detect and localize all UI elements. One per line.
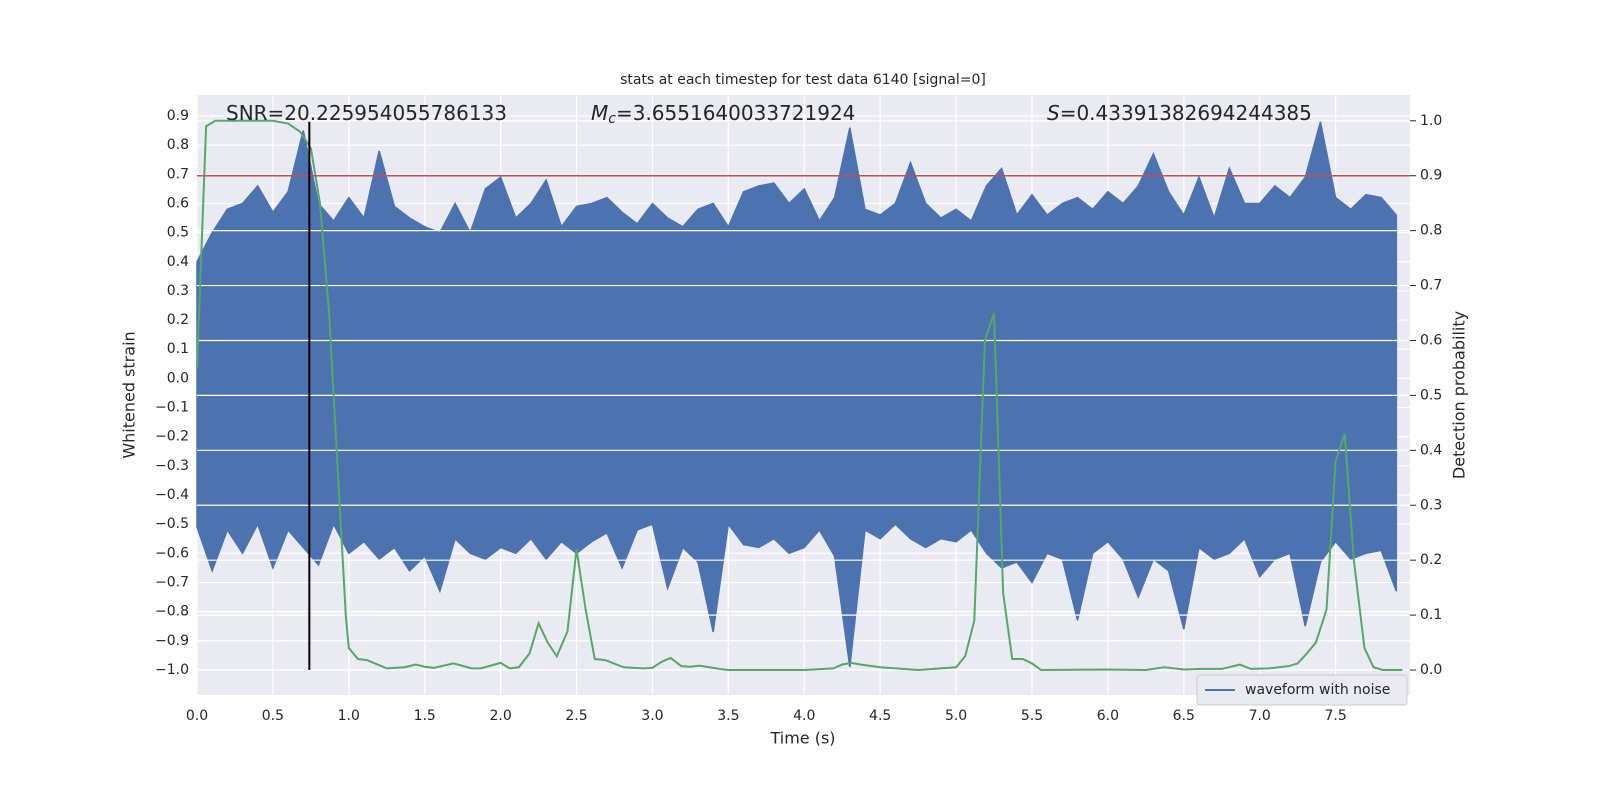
chart-title: stats at each timestep for test data 614…	[620, 72, 986, 88]
x-tick-label: 2.5	[565, 708, 587, 724]
y2-axis-label: Detection probability	[1450, 311, 1469, 479]
y2-tick-label: 0.1	[1420, 607, 1442, 623]
x-tick-label: 3.5	[717, 708, 739, 724]
y-tick-label: −0.8	[155, 604, 189, 620]
x-tick-label: 0.0	[186, 708, 208, 724]
x-tick-label: 6.0	[1097, 708, 1119, 724]
y-tick-label: −1.0	[155, 662, 189, 678]
x-axis-label: Time (s)	[769, 729, 835, 748]
y-tick-label: −0.9	[155, 633, 189, 649]
y-axis-label: Whitened strain	[120, 331, 139, 458]
y2-tick-label: 0.0	[1420, 662, 1442, 678]
annotation-subscript: c	[608, 111, 616, 127]
y2-tick-label: 0.4	[1420, 442, 1442, 458]
x-tick-label: 2.0	[489, 708, 511, 724]
y2-tick-label: 1.0	[1420, 113, 1442, 129]
x-tick-label: 6.5	[1173, 708, 1195, 724]
annotation: SNR=20.225954055786133	[226, 101, 507, 125]
y2-tick-label: 0.9	[1420, 168, 1442, 184]
annotation: S=0.43391382694244385	[1047, 101, 1312, 125]
y-tick-label: −0.4	[155, 487, 189, 503]
y-tick-label: 0.3	[167, 283, 189, 299]
annotation-text: =3.6551640033721924	[616, 101, 855, 125]
annotation-symbol: S	[1047, 101, 1060, 125]
y2-tick-label: 0.2	[1420, 552, 1442, 568]
y-tick-label: 0.9	[167, 108, 189, 124]
x-tick-label: 1.0	[338, 708, 360, 724]
y-tick-label: −0.1	[155, 400, 189, 416]
x-tick-label: 4.0	[793, 708, 815, 724]
waveform-area	[196, 121, 1398, 668]
x-tick-label: 5.5	[1021, 708, 1043, 724]
x-tick-label: 1.5	[414, 708, 436, 724]
x-tick-label: 7.5	[1324, 708, 1346, 724]
probability-line	[196, 119, 1403, 672]
x-tick-label: 7.0	[1249, 708, 1271, 724]
x-tick-label: 5.0	[945, 708, 967, 724]
y-tick-label: 0.8	[167, 137, 189, 153]
y-tick-label: 0.1	[167, 341, 189, 357]
annotation: Mc=3.6551640033721924	[591, 101, 855, 128]
y-tick-label: −0.5	[155, 516, 189, 532]
legend-box	[1196, 674, 1408, 706]
y-tick-label: 0.5	[167, 225, 189, 241]
y-tick-label: 0.4	[167, 254, 189, 270]
y-tick-label: 0.2	[167, 312, 189, 328]
y2-tick-label: 0.5	[1420, 387, 1442, 403]
annotation-text: SNR=20.225954055786133	[226, 101, 507, 125]
y-tick-label: −0.2	[155, 429, 189, 445]
y2-tick-label: 0.6	[1420, 332, 1442, 348]
y-tick-label: 0.7	[167, 166, 189, 182]
y-tick-label: −0.3	[155, 458, 189, 474]
legend-label: waveform with noise	[1245, 682, 1390, 698]
y-tick-label: 0.0	[167, 370, 189, 386]
y2-tick-label: 0.3	[1420, 497, 1442, 513]
x-tick-label: 3.0	[641, 708, 663, 724]
annotation-symbol: M	[591, 101, 608, 125]
x-tick-label: 0.5	[262, 708, 284, 724]
annotation-text: =0.43391382694244385	[1060, 101, 1312, 125]
y-tick-label: 0.6	[167, 195, 189, 211]
y2-tick-label: 0.7	[1420, 278, 1442, 294]
y-tick-label: −0.7	[155, 574, 189, 590]
y2-tick-label: 0.8	[1420, 223, 1442, 239]
x-tick-label: 4.5	[869, 708, 891, 724]
y-tick-label: −0.6	[155, 545, 189, 561]
